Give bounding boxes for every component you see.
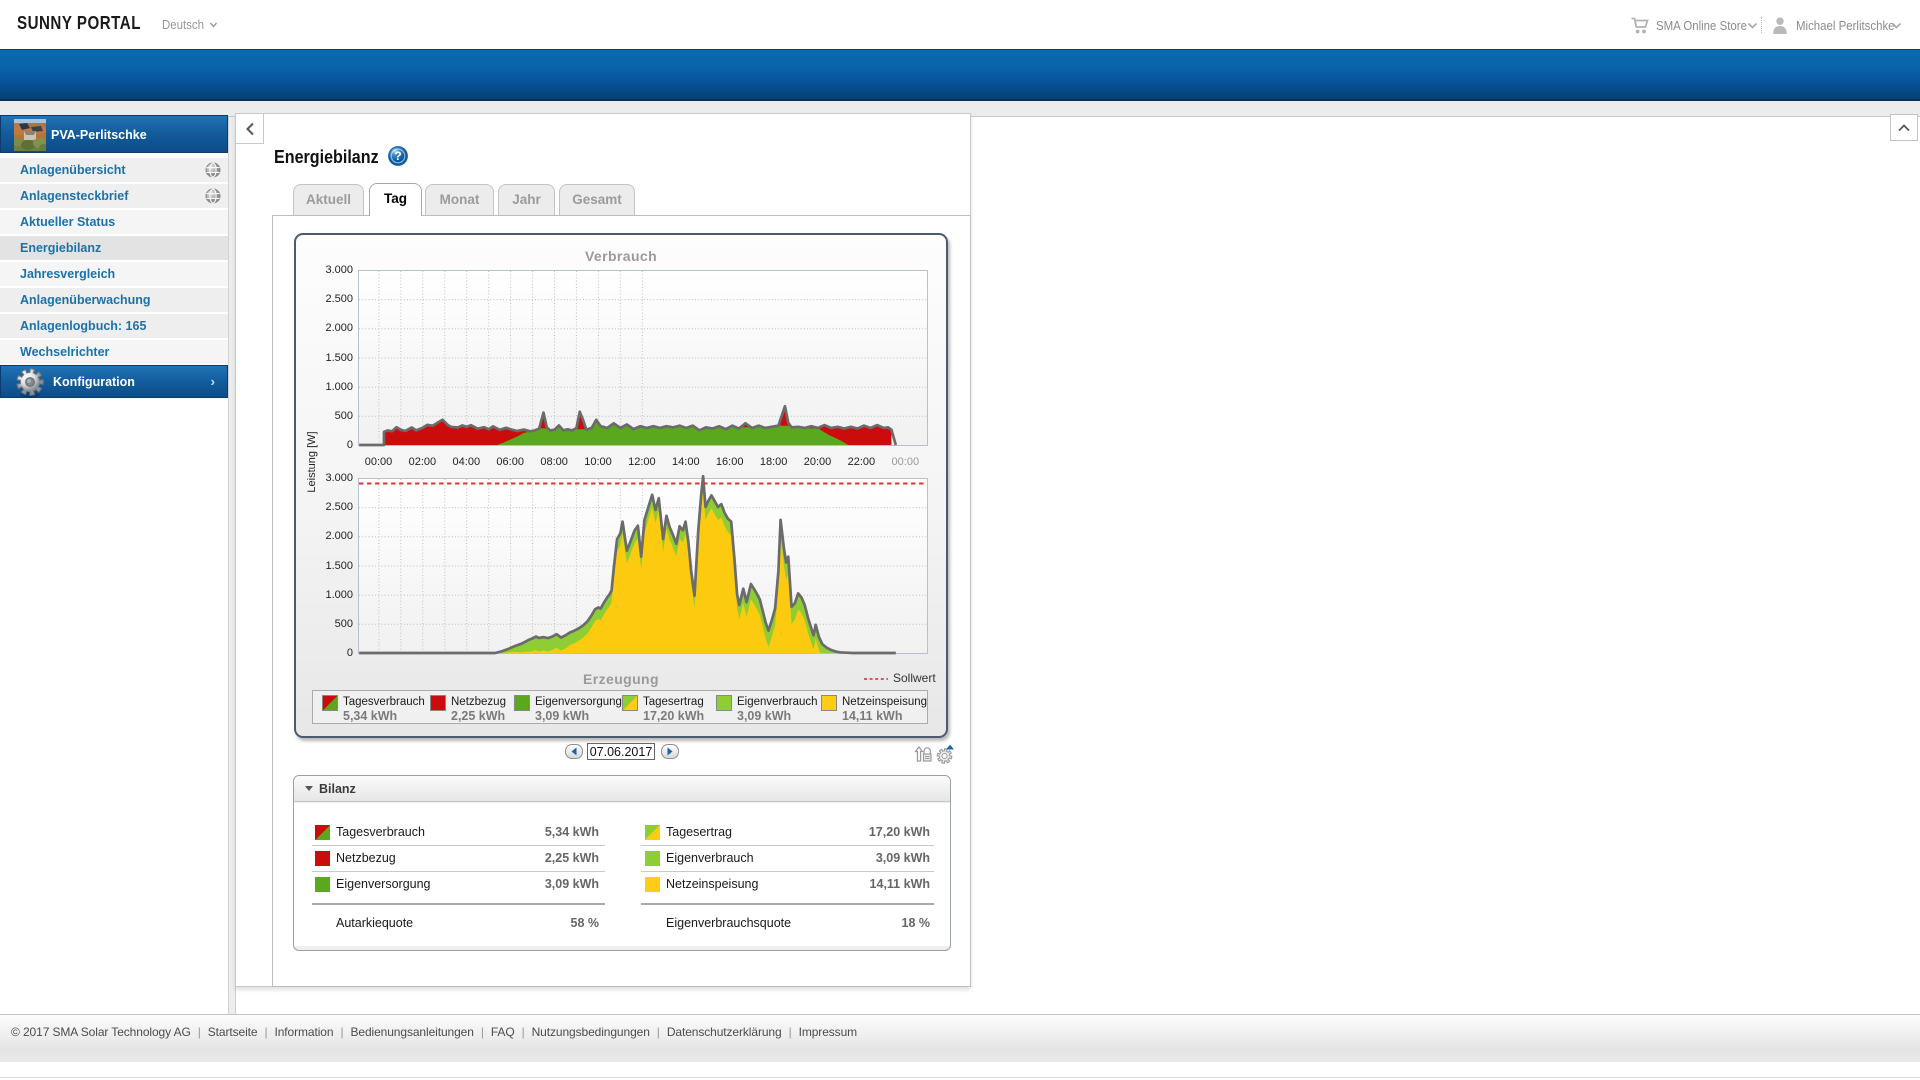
svg-text:?: ? <box>394 149 401 163</box>
